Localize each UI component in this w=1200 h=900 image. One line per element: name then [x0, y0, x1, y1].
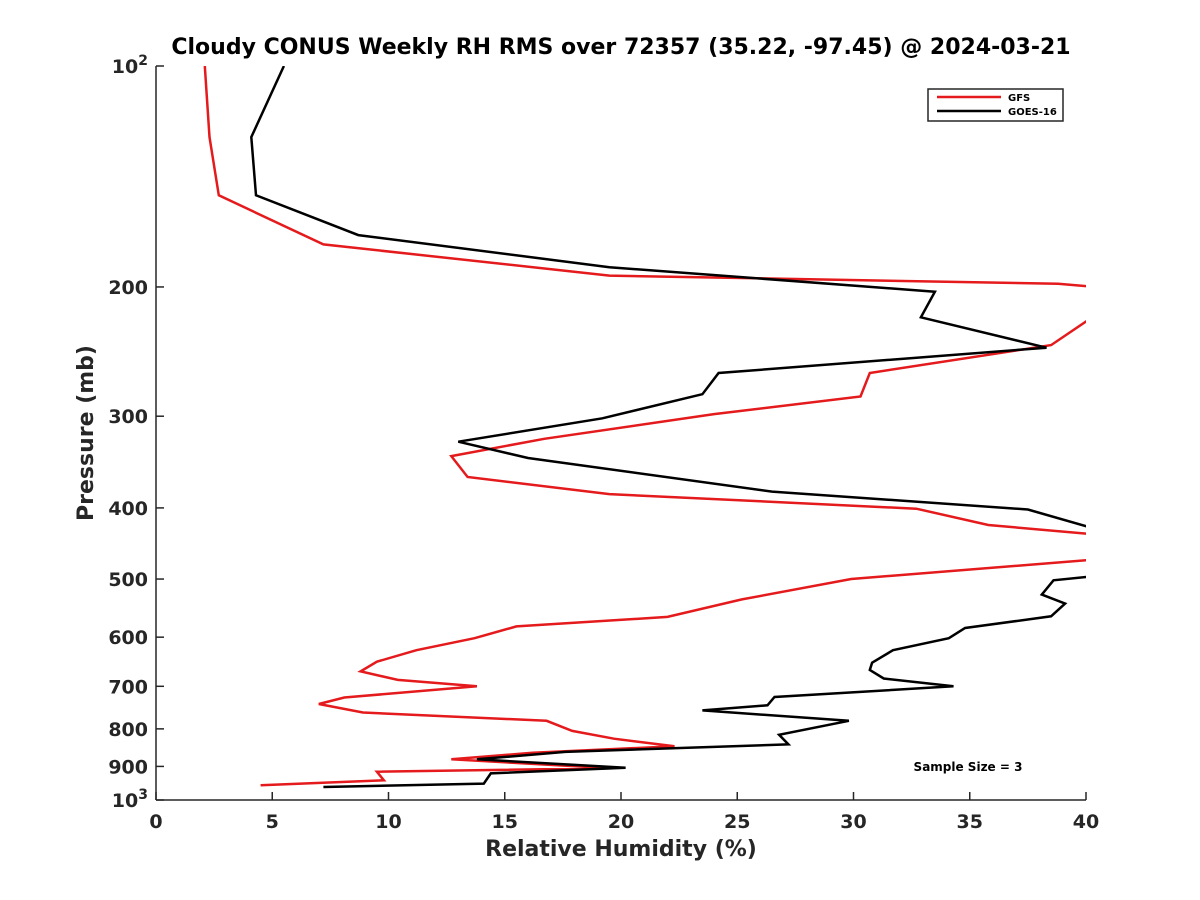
- y-tick-label: 103: [112, 787, 148, 812]
- y-tick-label: 200: [108, 277, 148, 299]
- series-line-goes-16: [250, 66, 1086, 789]
- x-tick-label: 30: [840, 811, 866, 833]
- y-tick-label: 300: [108, 406, 148, 428]
- x-tick-label: 35: [957, 811, 983, 833]
- x-tick-label: 20: [608, 811, 634, 833]
- x-tick-label: 0: [149, 811, 162, 833]
- x-axis-ticks: 0 5 10 15 20 25 30 35 40: [149, 792, 1099, 833]
- legend-label-gfs: GFS: [1008, 93, 1030, 104]
- x-tick-label: 10: [375, 811, 401, 833]
- chart-title: Cloudy CONUS Weekly RH RMS over 72357 (3…: [171, 35, 1070, 60]
- y-tick-label: 400: [108, 498, 148, 520]
- y-tick-label: 900: [108, 756, 148, 778]
- y-tick-label: 800: [108, 719, 148, 741]
- y-tick-label: 500: [108, 569, 148, 591]
- y-tick-label: 700: [108, 676, 148, 698]
- sample-size-annotation: Sample Size = 3: [914, 760, 1023, 774]
- plot-background: [156, 66, 1086, 800]
- x-tick-label: 40: [1073, 811, 1099, 833]
- plot-area: [155, 66, 1086, 801]
- y-axis-title: Pressure (mb): [74, 345, 99, 521]
- y-axis-ticks: 102 200 300 400 500 600 700 800 900 103: [108, 53, 164, 812]
- series-layer: [203, 66, 1086, 789]
- x-tick-label: 25: [724, 811, 750, 833]
- legend-box: [927, 88, 1064, 122]
- x-axis-title: Relative Humidity (%): [485, 837, 757, 862]
- y-tick-label: 102: [112, 53, 148, 78]
- x-tick-label: 5: [266, 811, 279, 833]
- legend-label-goes-16: GOES-16: [1008, 107, 1057, 118]
- x-tick-label: 15: [492, 811, 518, 833]
- series-line-gfs: [203, 66, 1086, 787]
- y-tick-label: 600: [108, 627, 148, 649]
- legend: GFS GOES-16: [927, 88, 1064, 122]
